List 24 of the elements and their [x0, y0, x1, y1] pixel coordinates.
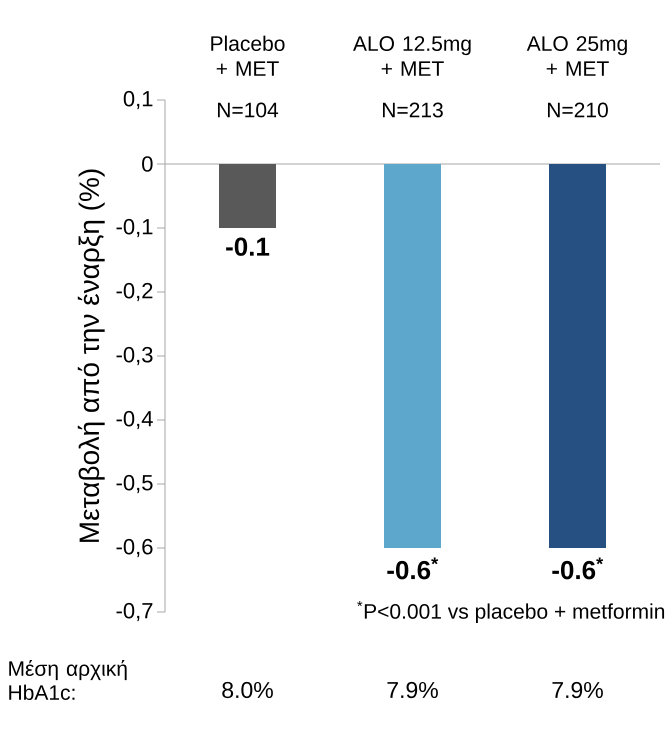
y-tick-label: -0,4: [116, 410, 153, 430]
x-tick-label: Placebo + MET: [211, 36, 285, 76]
text: 8.0%: [222, 682, 273, 698]
data-label: -0.1: [226, 238, 270, 256]
y-tick-label: 0: [142, 156, 153, 172]
text: 7.9%: [552, 682, 603, 698]
annotation: N=213: [382, 102, 443, 118]
annotation: N=104: [218, 102, 278, 118]
text: 7.9%: [387, 682, 438, 698]
text: Μέση αρχική HbA1c:: [9, 660, 127, 700]
data-label: -0.6$^{*}$: [552, 558, 604, 580]
y-tick-label: -0,7: [116, 602, 152, 622]
y-tick-label: -0,3: [116, 346, 153, 366]
y-axis-title: Μεταβολή από την έναρξη (%): [78, 170, 105, 542]
y-tick-label: -0,2: [116, 282, 152, 302]
y-tick-label: -0,5: [116, 474, 153, 494]
x-tick-label: ALO 25mg + MET: [526, 36, 627, 76]
y-tick-label: -0,6: [116, 538, 153, 558]
data-label: -0.6$^{*}$: [387, 558, 438, 580]
annotation: N=210: [548, 102, 608, 118]
annotation: $^{*}$P<0.001 vs placebo + metformin: [357, 600, 664, 623]
y-tick-label: -0,1: [116, 218, 152, 238]
x-tick-label: ALO 12.5mg + MET: [353, 36, 471, 76]
y-tick-label: 0,1: [124, 90, 152, 110]
